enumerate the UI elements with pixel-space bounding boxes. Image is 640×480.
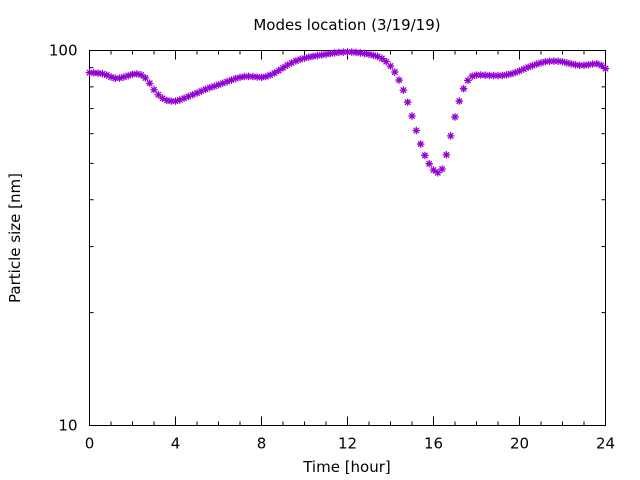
data-point xyxy=(425,159,434,168)
data-point xyxy=(382,57,391,66)
x-tick-label: 20 xyxy=(510,435,529,453)
data-point xyxy=(403,98,412,107)
x-axis-label: Time [hour] xyxy=(302,458,391,476)
data-point xyxy=(532,60,541,68)
data-point xyxy=(141,74,150,82)
data-point xyxy=(455,97,464,105)
data-point xyxy=(137,71,145,79)
chart-title: Modes location (3/19/19) xyxy=(253,16,440,34)
data-point xyxy=(378,54,386,63)
data-point xyxy=(451,113,459,121)
data-point xyxy=(270,69,279,77)
x-tick-label: 12 xyxy=(338,435,357,453)
data-point xyxy=(386,62,395,70)
data-point xyxy=(292,57,300,65)
x-tick-label: 0 xyxy=(85,435,95,453)
data-point xyxy=(597,61,606,70)
x-tick-label: 8 xyxy=(257,435,267,453)
data-point xyxy=(343,48,352,56)
data-point xyxy=(421,151,429,160)
data-point xyxy=(412,126,421,135)
x-tick-label: 16 xyxy=(424,435,443,453)
y-tick-label: 100 xyxy=(49,42,78,60)
data-point xyxy=(601,64,610,73)
data-point xyxy=(442,150,451,159)
data-point xyxy=(171,97,180,105)
data-point xyxy=(485,71,494,80)
data-point xyxy=(468,72,477,81)
data-point xyxy=(459,84,468,93)
data-point xyxy=(438,165,446,173)
data-point xyxy=(395,76,403,84)
data-point xyxy=(167,97,176,105)
y-axis-label: Particle size [nm] xyxy=(6,173,24,303)
data-point xyxy=(339,48,348,56)
data-point xyxy=(416,140,425,148)
x-tick-label: 24 xyxy=(596,435,615,453)
data-point xyxy=(279,63,287,72)
data-point xyxy=(322,50,330,59)
data-point xyxy=(399,86,408,94)
data-point xyxy=(489,71,498,80)
data-point xyxy=(390,68,399,76)
data-point xyxy=(408,112,416,120)
axis-tick-labels: 0 4 8 12 16 20 24 10 100 xyxy=(49,42,615,453)
data-series xyxy=(85,48,610,177)
data-point xyxy=(481,71,489,80)
data-point xyxy=(150,85,158,94)
y-tick-label: 10 xyxy=(58,417,77,435)
data-point xyxy=(145,79,154,88)
x-tick-label: 4 xyxy=(171,435,181,453)
data-point xyxy=(429,166,438,174)
data-point xyxy=(446,132,455,140)
